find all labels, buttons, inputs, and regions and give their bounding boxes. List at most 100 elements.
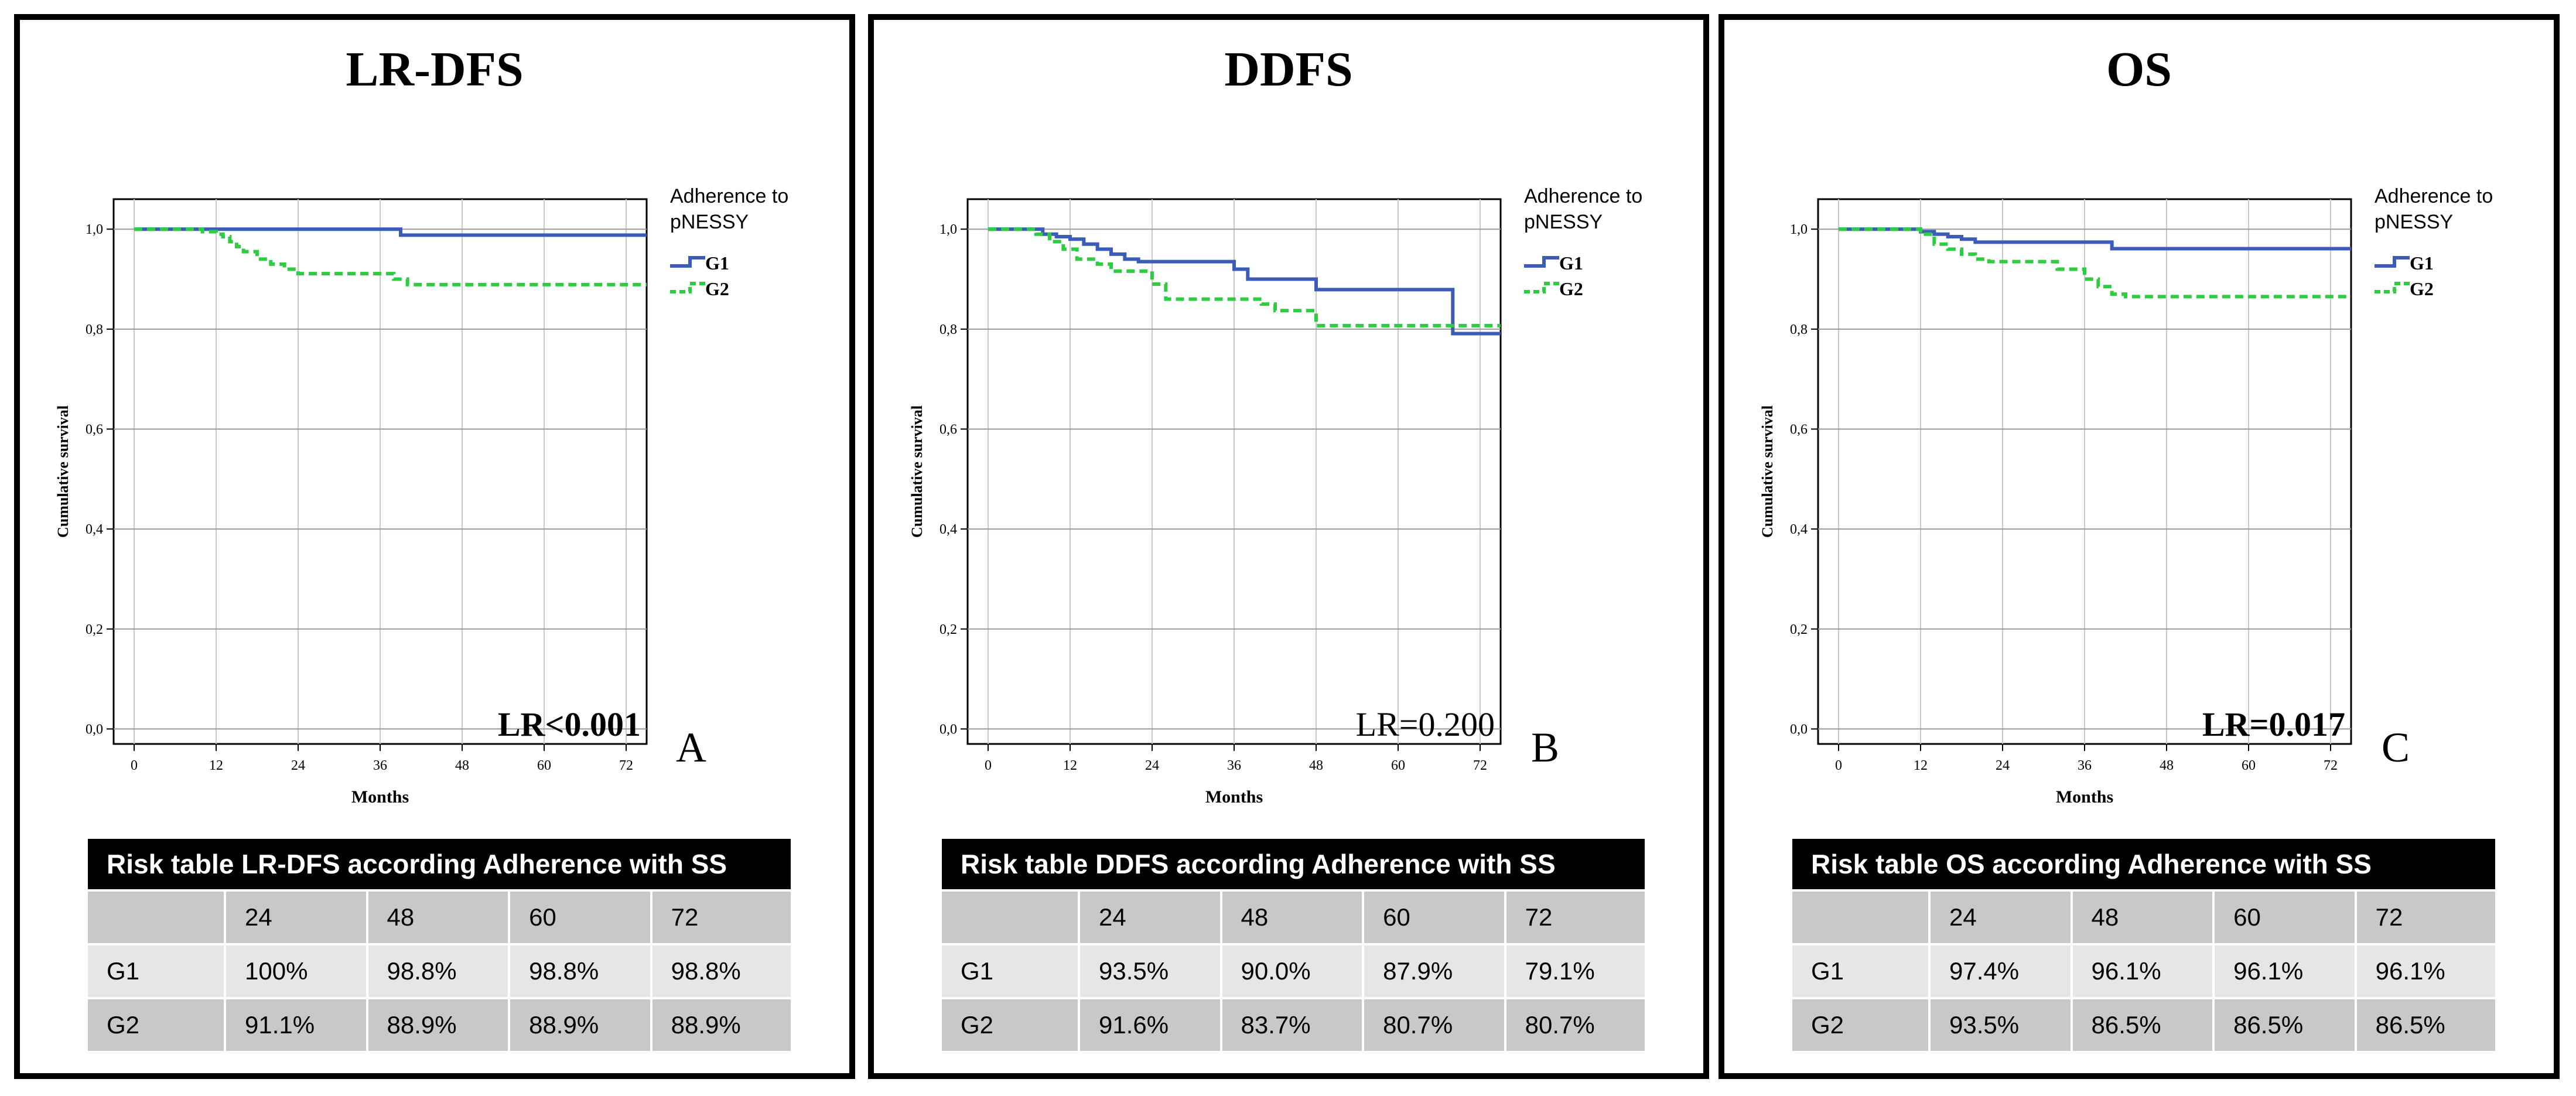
y-tick-label: 0,2 xyxy=(939,622,957,637)
risk-table-cell: 87.9% xyxy=(1364,945,1506,999)
panel-os: OS 0 12 24 36 48 60 72 0,0 0,2 0,4 0,6 0,8 1,0 Months… xyxy=(1719,14,2560,1079)
risk-table-cell: 96.1% xyxy=(2215,945,2357,999)
legend-swatch-g1 xyxy=(670,256,705,268)
series-line-g2 xyxy=(134,227,647,286)
x-tick-label: 0 xyxy=(985,758,992,773)
table-row: G2 93.5% 86.5% 86.5% 86.5% xyxy=(1792,999,2495,1053)
x-tick-label: 72 xyxy=(619,758,633,773)
panel-letter: A xyxy=(676,724,706,771)
panel-title: DDFS xyxy=(1224,42,1353,97)
legend-label: G2 xyxy=(705,278,729,299)
panel-lr-dfs: LR-DFS 0 12 24 36 48 60 72 0,0 0,2 0,4 0,6 0,8 1,0 Mo… xyxy=(14,14,855,1079)
table-row: G1 93.5% 90.0% 87.9% 79.1% xyxy=(942,945,1645,999)
risk-table-title: Risk table OS according Adherence with S… xyxy=(1792,839,2495,892)
risk-table-title: Risk table DDFS according Adherence with… xyxy=(942,839,1645,892)
y-tick-label: 0,8 xyxy=(86,322,103,337)
series-line-g1 xyxy=(988,227,1501,336)
legend-swatch-g1 xyxy=(2375,256,2410,268)
risk-table-header-cell xyxy=(1792,892,1931,945)
risk-table-cell: 83.7% xyxy=(1222,999,1365,1053)
y-tick-label: 0,6 xyxy=(1790,422,1808,437)
log-rank-stat: LR<0.001 xyxy=(498,705,641,743)
risk-table-header-cell: 60 xyxy=(510,892,652,945)
risk-table-cell: 96.1% xyxy=(2072,945,2215,999)
legend-swatch-g1 xyxy=(1524,256,1559,268)
x-tick-label: 12 xyxy=(1063,758,1077,773)
risk-table-header-cell: 24 xyxy=(226,892,368,945)
x-tick-label: 60 xyxy=(1391,758,1405,773)
x-tick-label: 72 xyxy=(2324,758,2338,773)
risk-table-header-cell: 48 xyxy=(2072,892,2215,945)
x-tick-label: 24 xyxy=(291,758,305,773)
risk-table-cell: 100% xyxy=(226,945,368,999)
risk-table-header-cell: 60 xyxy=(2215,892,2357,945)
y-tick-label: 1,0 xyxy=(86,222,103,237)
risk-table-header-cell: 48 xyxy=(1222,892,1365,945)
y-tick-label: 0,8 xyxy=(1790,322,1808,337)
risk-table-cell: 88.9% xyxy=(368,999,511,1053)
risk-table-cell: 91.6% xyxy=(1080,999,1222,1053)
x-tick-label: 36 xyxy=(373,758,387,773)
risk-table-header-cell: 72 xyxy=(2356,892,2495,945)
risk-table: Risk table LR-DFS according Adherence wi… xyxy=(88,839,791,1053)
legend-label: G2 xyxy=(2410,278,2434,299)
series-line-g1 xyxy=(1839,227,2351,251)
table-row: G1 97.4% 96.1% 96.1% 96.1% xyxy=(1792,945,2495,999)
risk-table-header-cell xyxy=(88,892,226,945)
legend-label: G1 xyxy=(2410,252,2434,274)
table-row: G2 91.6% 83.7% 80.7% 80.7% xyxy=(942,999,1645,1053)
y-tick-label: 1,0 xyxy=(939,222,957,237)
legend-label: G2 xyxy=(1559,278,1583,299)
x-tick-label: 48 xyxy=(1309,758,1323,773)
x-tick-label: 48 xyxy=(2160,758,2174,773)
x-axis-label: Months xyxy=(2056,787,2113,807)
panel-title: LR-DFS xyxy=(346,42,524,97)
x-tick-label: 24 xyxy=(1996,758,2010,773)
x-tick-label: 24 xyxy=(1145,758,1159,773)
x-tick-label: 60 xyxy=(537,758,551,773)
legend-label: G1 xyxy=(1559,252,1583,274)
risk-table-cell: 79.1% xyxy=(1506,945,1645,999)
table-row: G2 91.1% 88.9% 88.9% 88.9% xyxy=(88,999,791,1053)
legend-title: pNESSY xyxy=(1524,211,1603,233)
x-axis-label: Months xyxy=(351,787,409,807)
x-tick-label: 0 xyxy=(1835,758,1842,773)
risk-table-header-cell: 24 xyxy=(1080,892,1222,945)
legend-title: pNESSY xyxy=(670,211,749,233)
y-tick-label: 0,0 xyxy=(86,722,103,737)
survival-chart: 0 12 24 36 48 60 72 0,0 0,2 0,4 0,6 0,8 1,0 Months Cum… xyxy=(908,185,1642,807)
risk-table-row-label: G1 xyxy=(88,945,226,999)
survival-chart: 0 12 24 36 48 60 72 0,0 0,2 0,4 0,6 0,8 1,0 Months Cum… xyxy=(54,185,788,807)
risk-table-row-label: G1 xyxy=(1792,945,1931,999)
risk-table-row-label: G2 xyxy=(88,999,226,1053)
x-tick-label: 12 xyxy=(1914,758,1928,773)
risk-table-row-label: G2 xyxy=(942,999,1080,1053)
legend-label: G1 xyxy=(705,252,729,274)
risk-table-header-cell xyxy=(942,892,1080,945)
survival-chart: 0 12 24 36 48 60 72 0,0 0,2 0,4 0,6 0,8 1,0 Months Cum… xyxy=(1759,185,2493,807)
risk-table-cell: 80.7% xyxy=(1364,999,1506,1053)
x-tick-label: 60 xyxy=(2242,758,2256,773)
risk-table-title: Risk table LR-DFS according Adherence wi… xyxy=(88,839,791,892)
legend-title: pNESSY xyxy=(2375,211,2453,233)
legend-swatch-g2 xyxy=(670,282,705,293)
y-tick-label: 0,4 xyxy=(86,522,103,537)
legend-title: Adherence to xyxy=(2375,185,2493,207)
y-axis-label: Cumulative survival xyxy=(908,405,925,538)
x-tick-label: 36 xyxy=(2078,758,2092,773)
risk-table-cell: 90.0% xyxy=(1222,945,1365,999)
panel-letter: C xyxy=(2382,724,2410,771)
risk-table-cell: 93.5% xyxy=(1931,999,2073,1053)
y-tick-label: 0,4 xyxy=(939,522,957,537)
x-tick-label: 36 xyxy=(1227,758,1241,773)
risk-table-cell: 98.8% xyxy=(368,945,511,999)
y-tick-label: 0,8 xyxy=(939,322,957,337)
risk-table-header-cell: 60 xyxy=(1364,892,1506,945)
risk-table-header-cell: 24 xyxy=(1931,892,2073,945)
log-rank-stat: LR=0.017 xyxy=(2202,705,2345,743)
y-tick-label: 1,0 xyxy=(1790,222,1808,237)
risk-table-row-label: G1 xyxy=(942,945,1080,999)
risk-table-cell: 97.4% xyxy=(1931,945,2073,999)
y-tick-label: 0,2 xyxy=(1790,622,1808,637)
series-line-g1 xyxy=(134,227,647,237)
